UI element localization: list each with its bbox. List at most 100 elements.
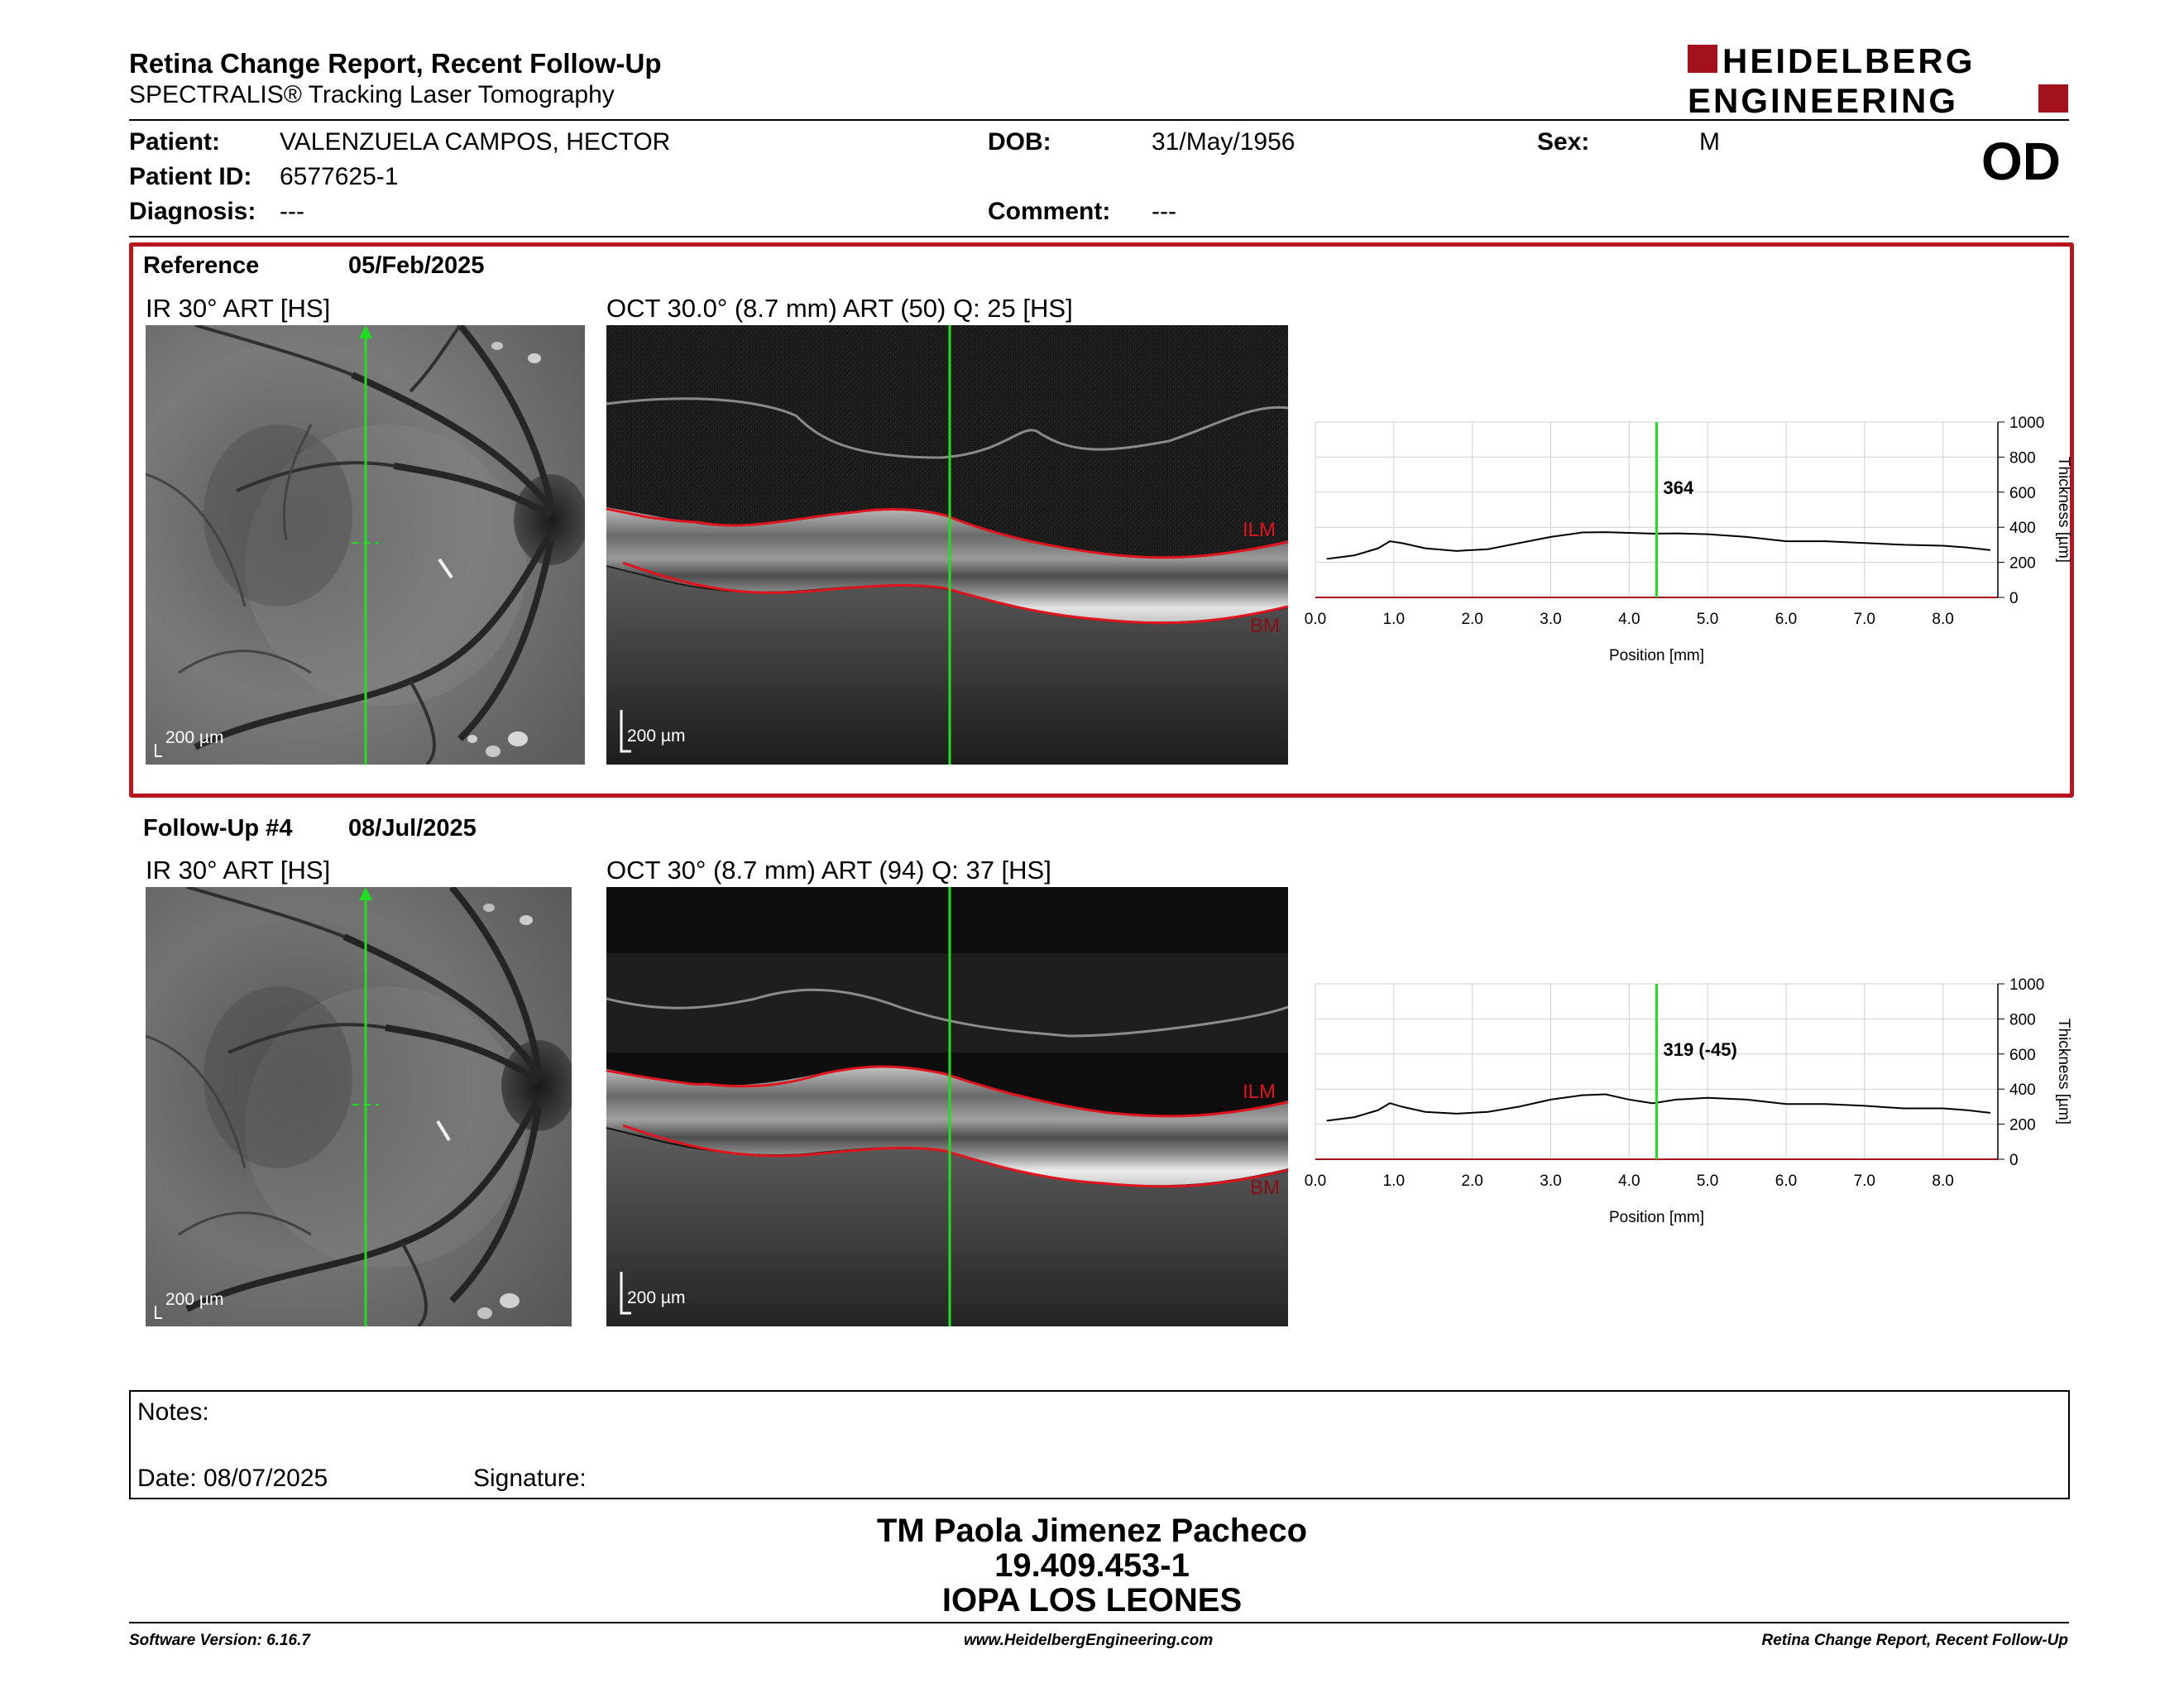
sex-value: M <box>1699 128 1720 156</box>
reference-oct-title: OCT 30.0° (8.7 mm) ART (50) Q: 25 [HS] <box>606 294 1073 323</box>
signature-label: Signature: <box>473 1465 587 1492</box>
report-subtitle: SPECTRALIS® Tracking Laser Tomography <box>129 81 615 108</box>
y-tick-label: 800 <box>2009 1011 2036 1029</box>
y-tick-label: 0 <box>2009 590 2019 607</box>
thickness-point <box>1487 1110 1489 1113</box>
followup-ir-title: IR 30° ART [HS] <box>146 856 331 885</box>
thickness-point <box>1424 1110 1426 1113</box>
y-tick-label: 800 <box>2009 449 2036 467</box>
y-axis-label: Thickness [µm] <box>2055 457 2072 563</box>
followup-date: 08/Jul/2025 <box>348 815 477 842</box>
x-tick-label: 1.0 <box>1383 1172 1405 1190</box>
scale-bar <box>155 744 162 757</box>
thickness-point <box>1605 1093 1607 1096</box>
thickness-point <box>1942 544 1944 547</box>
comment-value: --- <box>1152 198 1176 225</box>
patient-divider <box>129 236 2069 237</box>
thickness-point <box>1989 1112 1991 1114</box>
thickness-point <box>1401 1105 1403 1108</box>
ilm-label: ILM <box>1243 519 1276 541</box>
thickness-point <box>1785 540 1787 542</box>
thickness-series-line <box>1327 1093 1990 1122</box>
thickness-point <box>1389 540 1391 542</box>
y-tick-label: 200 <box>2009 555 2036 573</box>
x-tick-label: 7.0 <box>1854 1172 1875 1190</box>
scan-direction-arrow <box>359 325 372 338</box>
thickness-point <box>1942 1107 1944 1110</box>
thickness-point <box>1628 1099 1631 1101</box>
reference-date: 05/Feb/2025 <box>348 252 485 279</box>
reference-ir-image[interactable]: 200 µm <box>146 325 585 765</box>
bm-label: BM <box>1250 1177 1280 1199</box>
thickness-point <box>1863 542 1866 544</box>
reference-ir-title: IR 30° ART [HS] <box>146 294 331 323</box>
report-title: Retina Change Report, Recent Follow-Up <box>129 48 662 79</box>
reference-oct-scale: 200 µm <box>627 727 686 746</box>
notes-box[interactable]: Notes: Date: 08/07/2025 Signature: <box>129 1390 2070 1499</box>
y-tick-label: 0 <box>2009 1152 2019 1169</box>
footer-divider <box>129 1622 2069 1623</box>
thickness-point <box>1707 533 1708 535</box>
dob-value: 31/May/1956 <box>1152 128 1296 156</box>
reference-ir-scale: 200 µm <box>165 728 224 747</box>
thickness-point <box>1401 542 1403 544</box>
reference-label: Reference <box>143 252 260 279</box>
y-tick-label: 1000 <box>2009 415 2044 432</box>
thickness-point <box>1581 531 1583 534</box>
thickness-point <box>1581 1094 1583 1096</box>
thickness-point <box>1863 1105 1866 1107</box>
x-tick-label: 4.0 <box>1618 1172 1640 1190</box>
x-tick-label: 3.0 <box>1540 1172 1561 1190</box>
x-tick-label: 6.0 <box>1775 611 1797 628</box>
footer-report-name: Retina Change Report, Recent Follow-Up <box>1761 1632 2068 1649</box>
x-tick-label: 0.0 <box>1305 1172 1326 1190</box>
thickness-point <box>1326 1120 1329 1122</box>
thickness-point <box>1455 550 1458 552</box>
thickness-point <box>1824 1103 1827 1105</box>
thickness-point <box>1518 542 1521 544</box>
thickness-point <box>1549 536 1552 538</box>
thickness-point <box>1651 1102 1654 1105</box>
x-tick-label: 3.0 <box>1540 611 1561 628</box>
reference-oct-image[interactable]: ILM BM 200 µm <box>606 325 1288 765</box>
header-divider <box>129 119 2069 121</box>
followup-oct-scale: 200 µm <box>627 1288 686 1307</box>
thickness-point <box>1675 532 1678 535</box>
bm-label: BM <box>1250 615 1280 637</box>
thickness-point <box>1966 546 1967 549</box>
ilm-label: ILM <box>1243 1081 1276 1103</box>
patient-label: Patient: <box>129 128 221 156</box>
diagnosis-value: --- <box>280 198 304 225</box>
signatory-institution: IOPA LOS LEONES <box>941 1582 1243 1618</box>
marker-value-label: 319 (-45) <box>1664 1039 1737 1060</box>
y-tick-label: 1000 <box>2009 976 2044 994</box>
thickness-point <box>1518 1105 1521 1108</box>
logo-line1: HEIDELBERG <box>1722 43 1975 80</box>
followup-thickness-chart: 0.0 1.0 2.0 3.0 4.0 5.0 6.0 7.0 8.0 0 200 400 600 800… <box>1291 967 2085 1249</box>
followup-oct-image[interactable]: ILM BM 200 µm <box>606 887 1288 1326</box>
thickness-point <box>1707 1097 1708 1099</box>
thickness-point <box>1353 1116 1356 1118</box>
software-version: Software Version: 6.16.7 <box>129 1632 310 1649</box>
eye-indicator: OD <box>1981 132 2061 191</box>
thickness-point <box>1326 558 1329 560</box>
thickness-point <box>1628 532 1631 534</box>
bm-line <box>622 561 1288 625</box>
thickness-point <box>1903 544 1905 546</box>
x-axis-label: Position [mm] <box>1609 1209 1704 1226</box>
followup-ir-scale: 200 µm <box>165 1290 224 1309</box>
followup-label: Follow-Up #4 <box>143 815 293 842</box>
y-tick-label: 600 <box>2009 485 2036 502</box>
x-tick-label: 2.0 <box>1461 1172 1482 1190</box>
thickness-point <box>1675 1099 1678 1101</box>
followup-ir-image[interactable]: 200 µm <box>146 887 585 1326</box>
thickness-point <box>1377 1109 1379 1111</box>
website-link[interactable]: www.HeidelbergEngineering.com <box>964 1632 1214 1649</box>
thickness-point <box>1424 547 1426 549</box>
thickness-point <box>1746 1099 1748 1101</box>
y-tick-label: 400 <box>2009 520 2036 537</box>
logo-line2: ENGINEERING <box>1688 81 1958 117</box>
thickness-point <box>1966 1109 1967 1111</box>
patient-id: 6577625-1 <box>280 163 399 190</box>
thickness-point <box>1651 533 1654 535</box>
